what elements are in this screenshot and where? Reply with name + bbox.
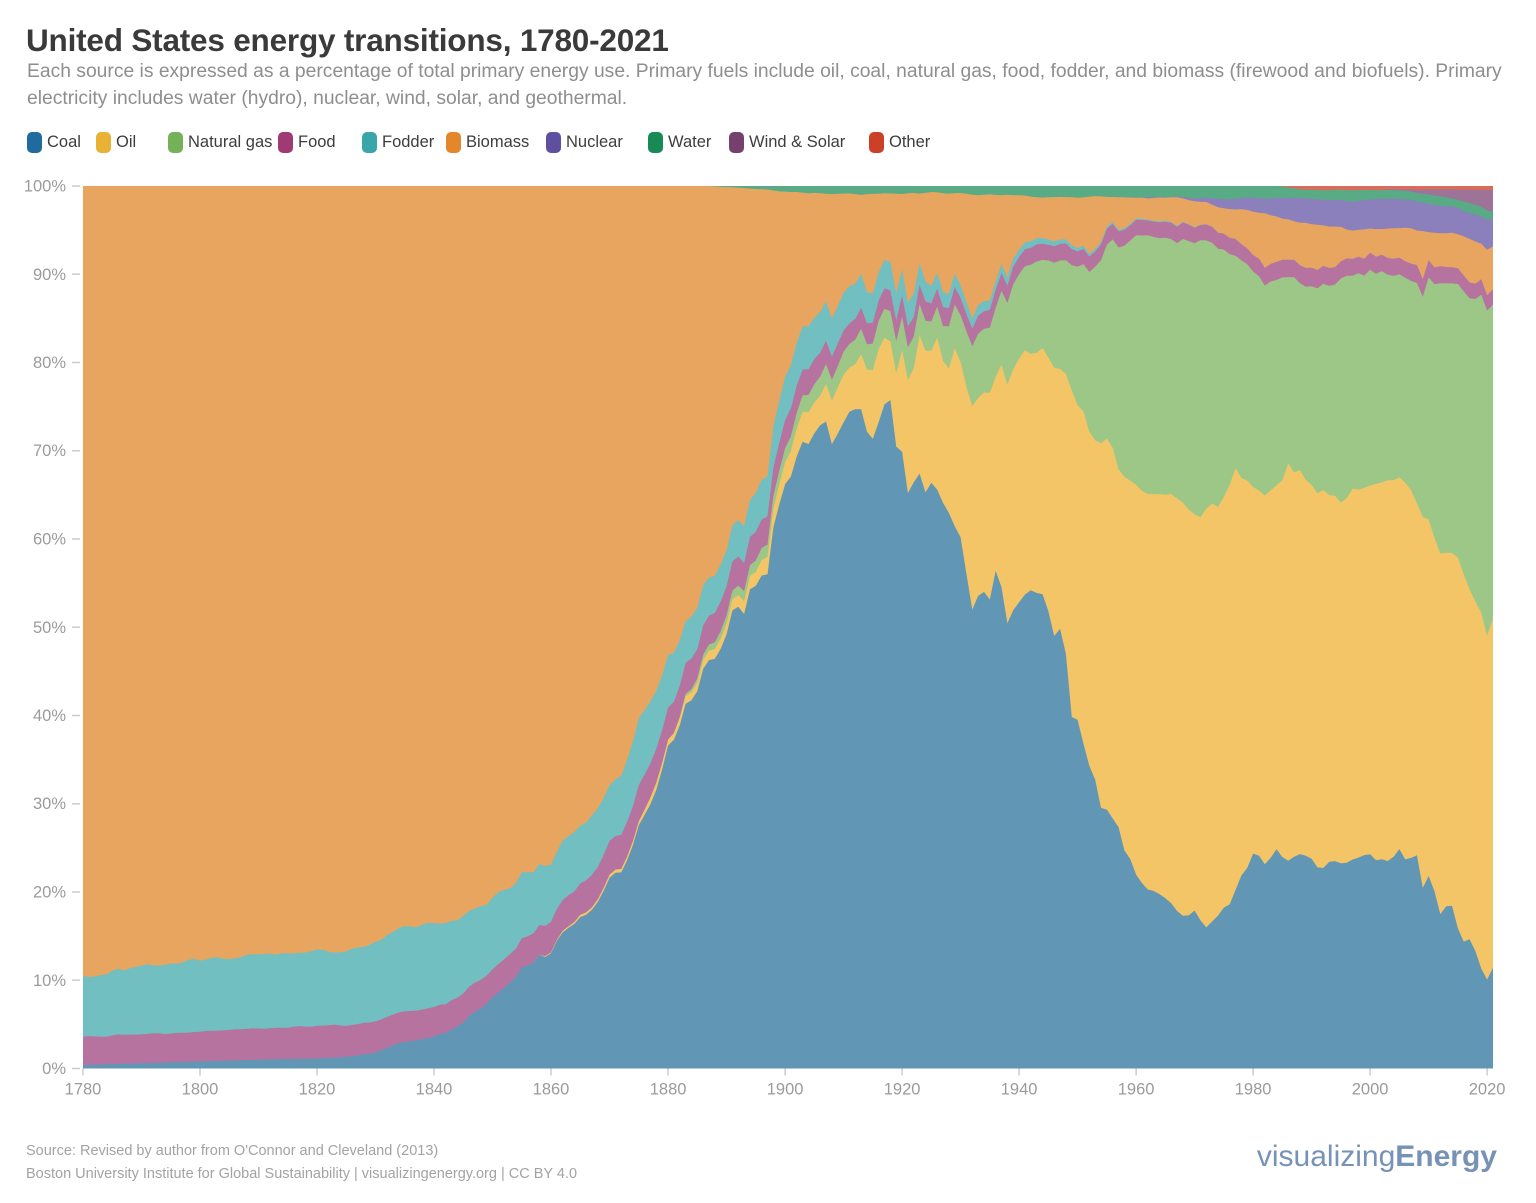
svg-text:1920: 1920 — [884, 1081, 921, 1099]
svg-text:1900: 1900 — [767, 1081, 804, 1099]
svg-text:60%: 60% — [33, 531, 66, 549]
svg-text:1860: 1860 — [533, 1081, 570, 1099]
svg-text:50%: 50% — [33, 619, 66, 637]
svg-text:1880: 1880 — [650, 1081, 687, 1099]
svg-text:70%: 70% — [33, 442, 66, 460]
svg-text:1960: 1960 — [1118, 1081, 1155, 1099]
svg-text:90%: 90% — [33, 266, 66, 284]
svg-text:1780: 1780 — [65, 1081, 102, 1099]
svg-text:1980: 1980 — [1235, 1081, 1272, 1099]
svg-text:2020: 2020 — [1469, 1081, 1506, 1099]
svg-text:80%: 80% — [33, 354, 66, 372]
svg-text:1840: 1840 — [416, 1081, 453, 1099]
svg-text:1940: 1940 — [1001, 1081, 1038, 1099]
svg-text:30%: 30% — [33, 795, 66, 813]
svg-text:40%: 40% — [33, 707, 66, 725]
svg-text:1800: 1800 — [182, 1081, 219, 1099]
svg-text:10%: 10% — [33, 972, 66, 990]
svg-text:20%: 20% — [33, 884, 66, 902]
svg-text:0%: 0% — [42, 1060, 66, 1078]
svg-text:100%: 100% — [24, 178, 67, 196]
svg-text:1820: 1820 — [299, 1081, 336, 1099]
svg-text:2000: 2000 — [1352, 1081, 1389, 1099]
